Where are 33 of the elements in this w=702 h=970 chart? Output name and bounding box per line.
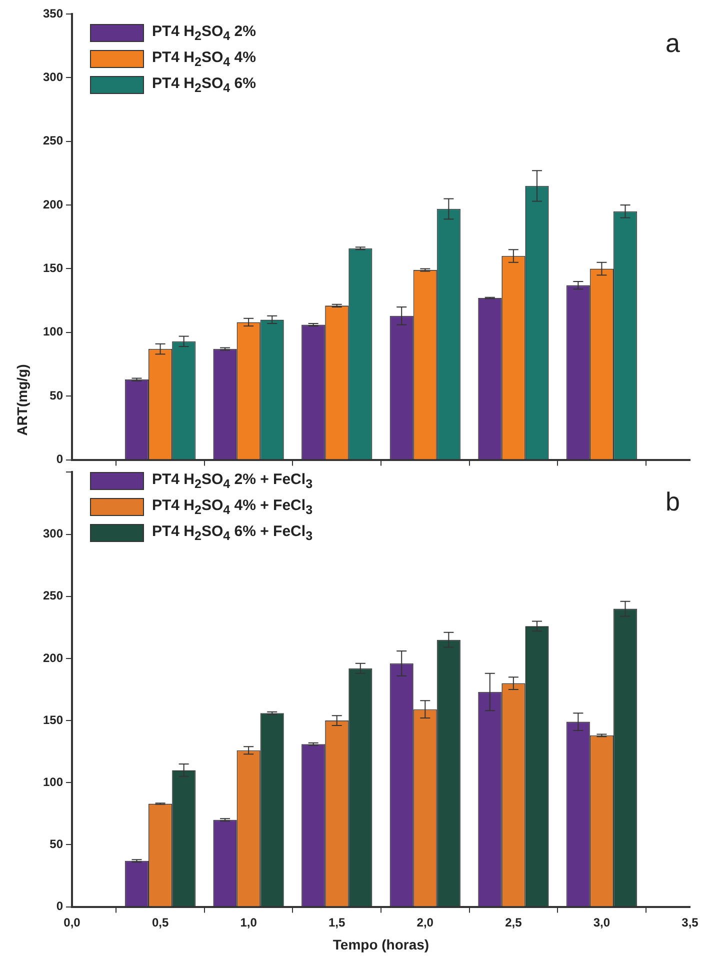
x-axis-title: Tempo (horas)	[332, 936, 430, 952]
legend-label: PT4 H$_{2}$SO$_{4}$ 2% + FeCl$_{3}$	[152, 471, 313, 491]
x-tick-label: 3,0	[593, 915, 610, 930]
y-tick-label: 250	[42, 134, 64, 148]
x-tick-label: 0,0	[64, 915, 81, 930]
x-tick-label: 2,0	[416, 915, 434, 930]
legend-label: PT4 H$_{2}$SO$_{4}$ 6% + FeCl$_{3}$	[152, 523, 313, 543]
y-tick-label: 0	[56, 899, 64, 914]
x-tick-label: 1,0	[240, 915, 258, 930]
x-tick-label: 3,5	[682, 915, 699, 930]
y-tick-label: 100	[42, 774, 64, 789]
y-tick-label: 50	[50, 837, 64, 852]
y-tick-label: 50	[50, 388, 64, 402]
y-tick-label: 150	[42, 712, 64, 727]
annotation: a	[666, 28, 681, 58]
y-tick-label: 300	[42, 526, 64, 541]
legend-label: PT4 H$_{2}$SO$_{4}$ 4% + FeCl$_{3}$	[152, 497, 313, 517]
y-tick-label: 300	[42, 70, 64, 84]
y-tick-label: 100	[42, 324, 64, 339]
y-tick-label: 200	[42, 197, 64, 212]
y-tick-label: 150	[42, 261, 64, 276]
annotation: b	[666, 486, 680, 516]
y-tick-label: 350	[42, 6, 64, 20]
legend-label: PT4 H$_{2}$SO$_{4}$ 4%	[152, 49, 256, 69]
y-tick-label: 250	[42, 588, 64, 603]
x-tick-label: 0,5	[152, 915, 169, 930]
x-tick-label: 1,5	[328, 915, 346, 930]
x-tick-label: 2,5	[505, 915, 522, 930]
y-tick-label: 200	[42, 650, 64, 665]
y-axis-title: ART(mg/g)	[14, 364, 30, 436]
legend-label: PT4 H$_{2}$SO$_{4}$ 6%	[152, 75, 256, 95]
y-tick-label: 0	[56, 452, 64, 466]
legend-label: PT4 H$_{2}$SO$_{4}$ 2%	[152, 23, 256, 43]
